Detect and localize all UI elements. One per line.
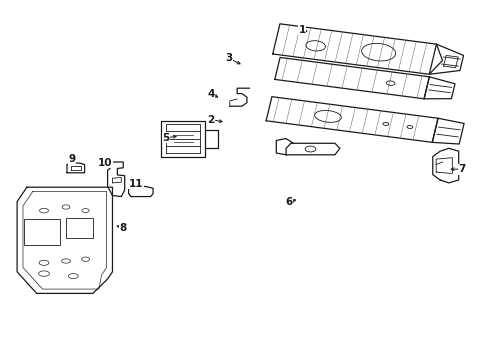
Text: 8: 8: [120, 222, 126, 233]
Bar: [66, 218, 93, 238]
Text: 10: 10: [98, 158, 112, 168]
Bar: [24, 219, 60, 245]
Text: 5: 5: [163, 132, 169, 143]
Text: 2: 2: [207, 114, 214, 125]
Text: 11: 11: [128, 179, 143, 189]
Text: 9: 9: [69, 154, 76, 164]
Text: 7: 7: [457, 164, 465, 174]
Text: 4: 4: [207, 89, 215, 99]
Text: 3: 3: [225, 53, 232, 63]
Text: 1: 1: [298, 24, 305, 35]
Text: 6: 6: [285, 197, 291, 207]
